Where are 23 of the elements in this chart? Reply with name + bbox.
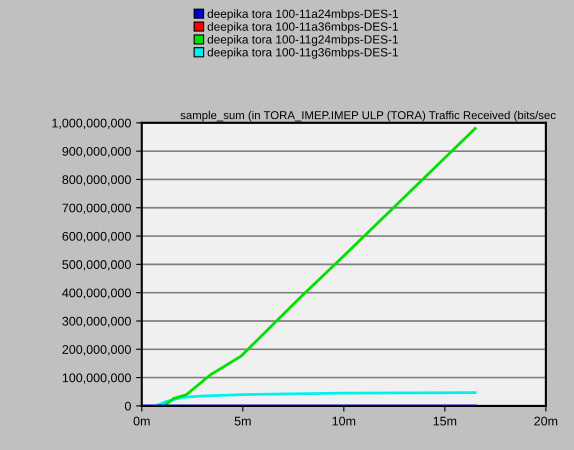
y-tick-label: 900,000,000 [62,146,131,158]
y-tick-label: 0 [124,402,131,411]
x-tick-label: 15m [434,416,456,426]
y-tick-label: 400,000,000 [62,288,131,299]
legend-label: deepika tora 100-11a36mbps-DES-1 [208,22,398,34]
y-tick-label: 600,000,000 [62,232,131,242]
chart-title: sample_sum (in TORA_IMEP.IMEP ULP (TORA) Traffic Received (bits/sec [180,110,556,122]
line-series [154,391,477,406]
line-series [162,127,477,406]
y-tick-label: 200,000,000 [62,345,131,356]
legend-label: deepika tora 100-11g24mbps-DES-1 [208,34,398,46]
x-tick-label: 5m [234,416,251,426]
y-tick-label: 700,000,000 [62,204,131,214]
legend-label: deepika tora 100-11a24mbps-DES-1 [208,9,398,20]
x-tick-label: 0m [134,416,150,426]
y-tick-label: 500,000,000 [62,260,131,271]
y-tick-label: 800,000,000 [62,175,131,186]
y-tick-label: 300,000,000 [62,316,131,328]
x-tick-label: 20m [534,416,558,426]
x-tick-label: 10m [332,416,356,426]
legend-label: deepika tora 100-11g36mbps-DES-1 [208,48,398,59]
y-tick-label: 100,000,000 [62,373,131,384]
y-tick-label: 1,000,000,000 [52,118,131,129]
